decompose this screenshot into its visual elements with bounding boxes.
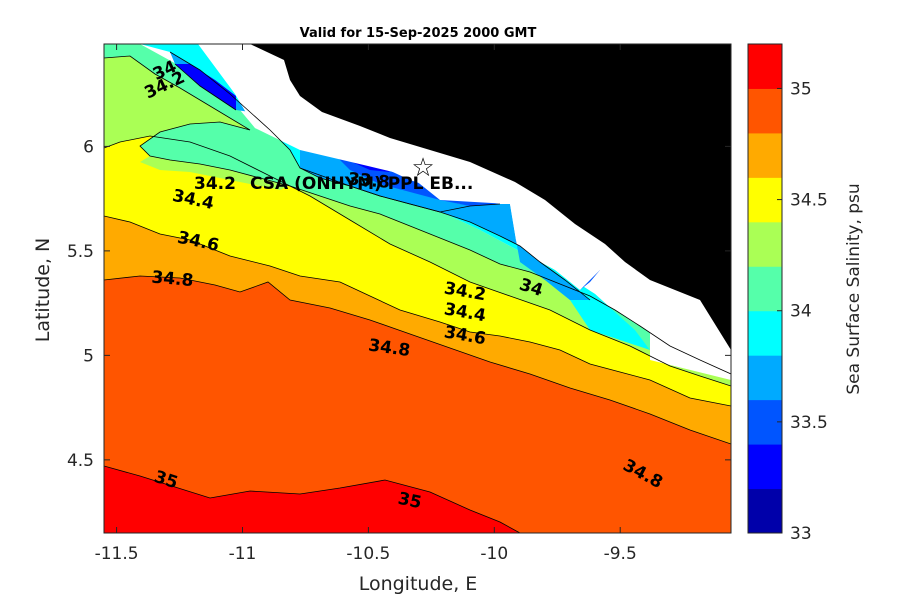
colorbar-label: Sea Surface Salinity, psu bbox=[844, 183, 864, 394]
x-axis-ticks: -11.5 -11 -10.5 -10 -9.5 bbox=[95, 44, 637, 564]
y-tick-label: 5.5 bbox=[67, 242, 94, 262]
colorbar-tick-label: 33 bbox=[790, 524, 812, 544]
x-tick-label: -9.5 bbox=[604, 544, 637, 564]
colorbar-swatch bbox=[748, 221, 782, 267]
colorbar-swatch bbox=[748, 444, 782, 490]
colorbar-tick-label: 35 bbox=[790, 79, 812, 99]
salinity-band-33.2-33.4-nw bbox=[175, 64, 236, 110]
x-tick-label: -10.5 bbox=[346, 544, 390, 564]
colorbar-swatch bbox=[748, 44, 782, 89]
x-axis-label: Longitude, E bbox=[359, 573, 478, 595]
y-tick-label: 4.5 bbox=[67, 451, 94, 471]
x-tick-label: -10 bbox=[480, 544, 508, 564]
contour-field bbox=[104, 44, 731, 533]
colorbar-tick-label: 34.5 bbox=[790, 191, 828, 211]
chart-title: Valid for 15-Sep-2025 2000 GMT bbox=[300, 26, 537, 41]
contour-label: 35 bbox=[396, 489, 423, 513]
colorbar-swatch bbox=[748, 88, 782, 134]
colorbar-swatch bbox=[748, 266, 782, 312]
colorbar-swatch bbox=[748, 132, 782, 178]
colorbar-swatch bbox=[748, 310, 782, 356]
site-marker-group: 34.2 CSA (ONHYM) PPL EB... ☆ bbox=[194, 153, 473, 194]
contour-line-34.4 bbox=[104, 135, 731, 387]
site-label: CSA (ONHYM) PPL EB... bbox=[250, 174, 473, 194]
contour-line-33.8 bbox=[174, 63, 237, 111]
colorbar-swatch bbox=[748, 177, 782, 223]
colorbar-tick-label: 34 bbox=[790, 302, 812, 322]
salinity-band-33.6-33.8 bbox=[300, 150, 590, 300]
colorbar-ticks: 33 33.5 34 34.5 35 bbox=[777, 79, 828, 544]
contour-line-35 bbox=[104, 465, 521, 533]
y-axis-label: Latitude, N bbox=[32, 238, 54, 343]
colorbar-swatch bbox=[748, 399, 782, 445]
plot-frame bbox=[103, 43, 732, 534]
site-star-icon: ☆ bbox=[411, 153, 434, 183]
salinity-band-34.4-34.6 bbox=[104, 136, 731, 406]
salinity-band-34.0-34.2 bbox=[104, 44, 731, 374]
contour-line-34.8 bbox=[104, 275, 731, 445]
contour-line-33.8-b bbox=[299, 167, 501, 213]
contour-line-34.2 bbox=[104, 55, 731, 375]
x-tick-label: -11.5 bbox=[95, 544, 139, 564]
site-contour-prefix: 34.2 bbox=[194, 174, 236, 194]
contour-label: 34.8 bbox=[151, 268, 195, 292]
salinity-band-34.8-35 bbox=[104, 276, 731, 533]
salinity-band-34.6-34.8 bbox=[104, 216, 731, 444]
colorbar-tick-label: 33.5 bbox=[790, 413, 828, 433]
colorbar-frame bbox=[747, 43, 783, 534]
colorbar-swatch bbox=[748, 355, 782, 401]
contour-line-34.6 bbox=[104, 215, 731, 407]
contour-lines bbox=[104, 51, 731, 533]
y-tick-label: 6 bbox=[83, 137, 94, 157]
land-mass bbox=[250, 44, 731, 350]
contour-label: 33.8 bbox=[347, 169, 391, 193]
colorbar-swatch bbox=[748, 488, 782, 534]
y-tick-label: 5 bbox=[83, 346, 94, 366]
colorbar bbox=[747, 43, 783, 534]
salinity-band-35 bbox=[104, 466, 520, 533]
y-axis-ticks: 4.5 5 5.5 6 bbox=[67, 137, 731, 471]
x-tick-label: -11 bbox=[229, 544, 257, 564]
